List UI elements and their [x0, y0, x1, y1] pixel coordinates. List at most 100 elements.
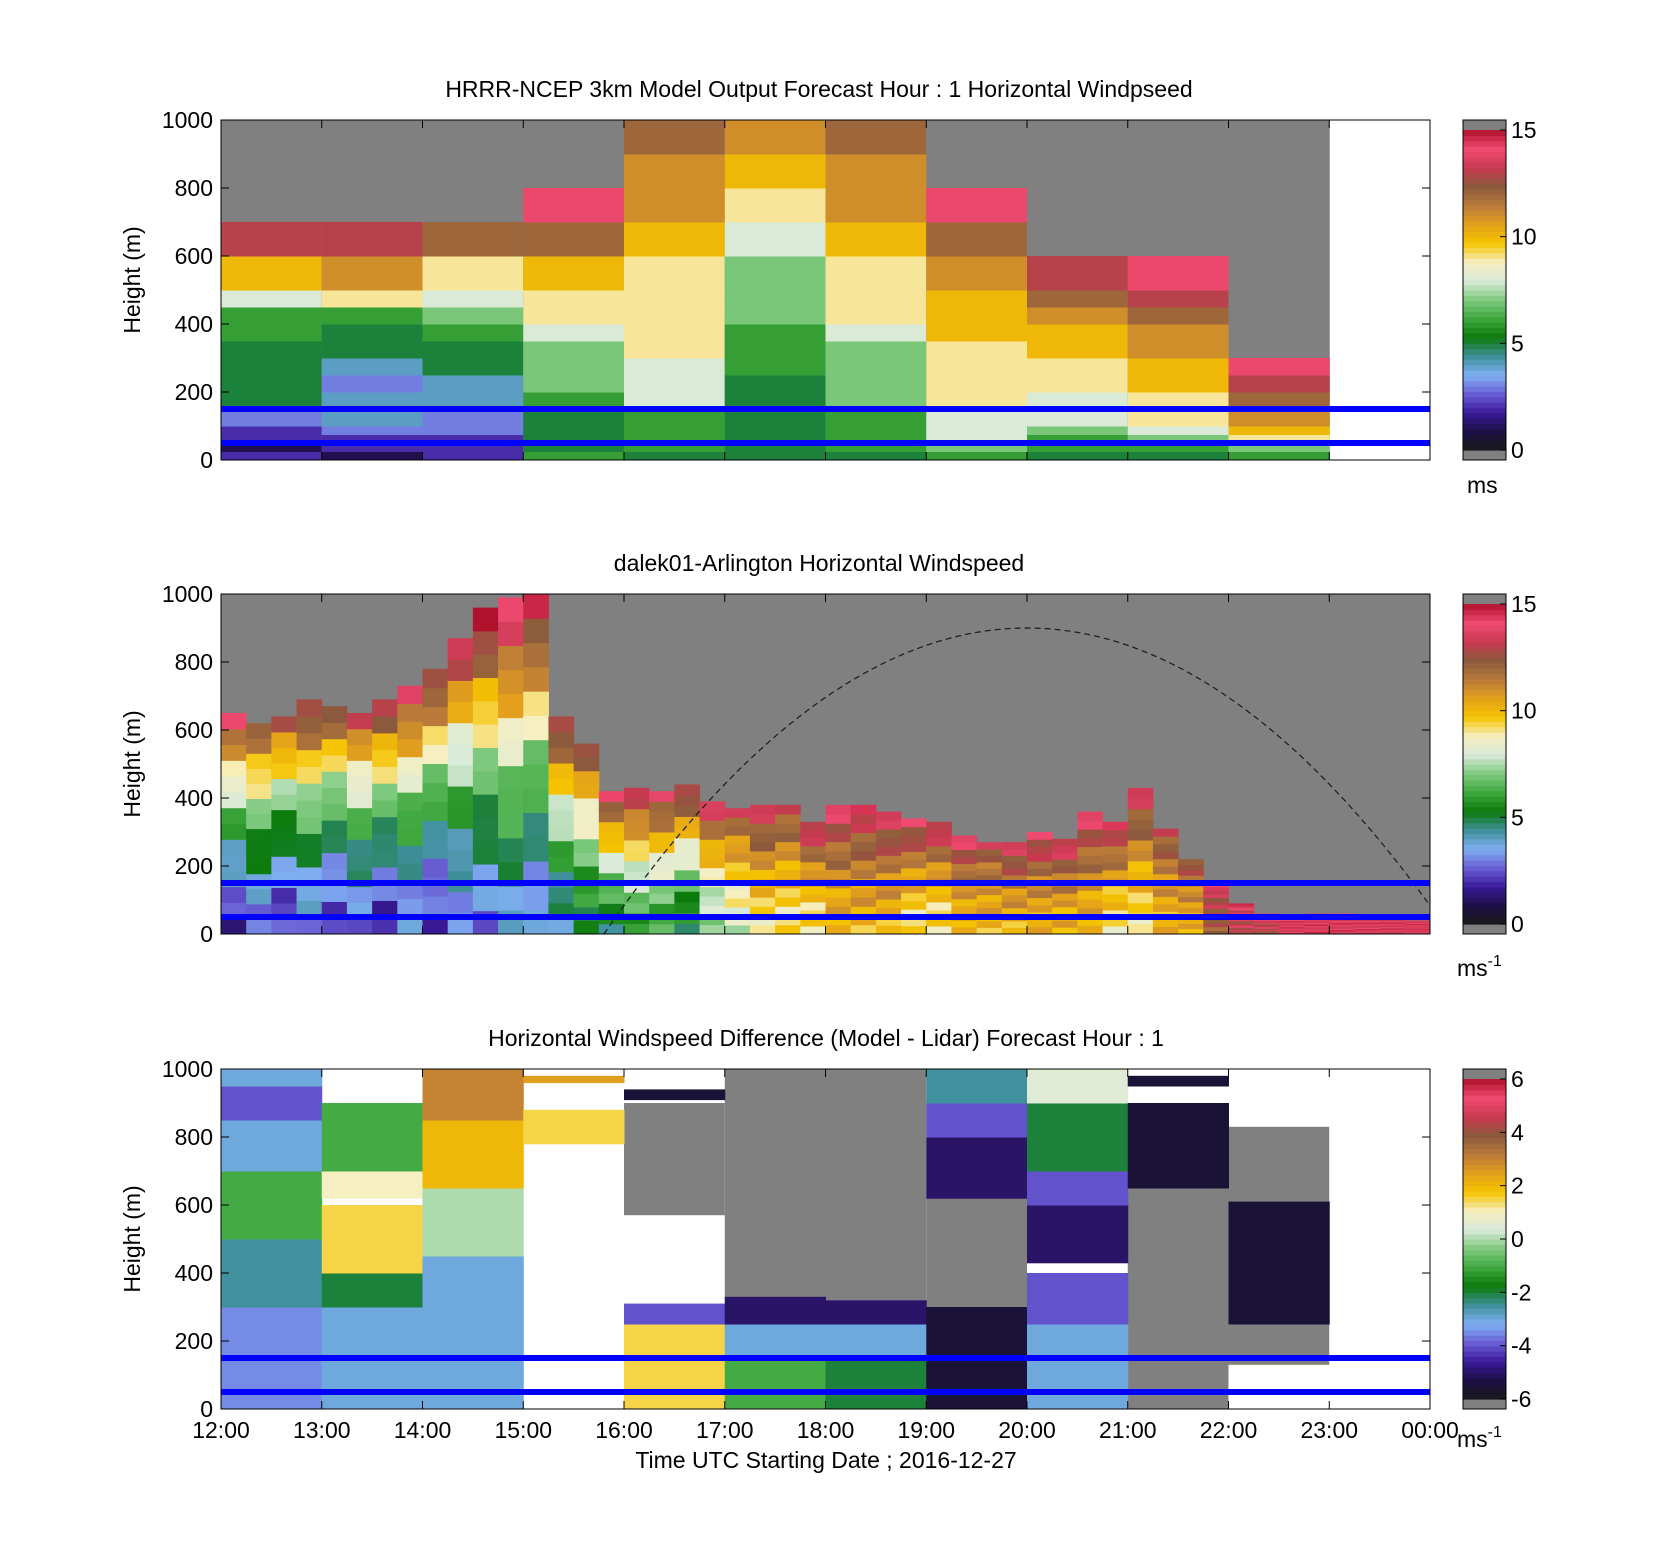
colorbar-swatch — [1463, 796, 1506, 802]
lidar-cell — [724, 844, 751, 854]
colorbar-swatch — [1463, 1313, 1506, 1320]
lidar-cell — [296, 732, 323, 751]
lidar-cell — [649, 903, 675, 915]
lidar-cell — [1178, 928, 1204, 935]
lidar-cell — [498, 717, 524, 743]
lidar-cell — [1228, 909, 1255, 913]
lidar-cell — [875, 925, 902, 935]
lidar-cell — [1203, 919, 1229, 924]
xtick-label: 14:00 — [394, 1417, 452, 1443]
model-cell — [221, 392, 323, 410]
lidar-cell — [397, 738, 423, 758]
lidar-cell — [1379, 920, 1406, 923]
colorbar-tick-label: 15 — [1511, 117, 1537, 143]
colorbar-swatch — [1463, 226, 1506, 232]
model-cell — [221, 451, 323, 461]
lidar-cell — [271, 731, 298, 748]
lidar-cell — [1152, 903, 1179, 912]
lidar-cell — [271, 778, 298, 795]
ytick-label: 200 — [175, 379, 213, 405]
colorbar-swatch — [1463, 311, 1506, 318]
colorbar-swatch — [1463, 1281, 1506, 1288]
model-cell — [523, 256, 625, 291]
xtick-label: 16:00 — [595, 1417, 653, 1443]
ytick-label: 600 — [175, 1192, 213, 1218]
lidar-cell — [296, 833, 323, 851]
lidar-cell — [1404, 923, 1431, 925]
lidar-cell — [825, 915, 852, 926]
lidar-cell — [699, 924, 726, 935]
lidar-cell — [901, 843, 927, 852]
colorbar-swatch — [1463, 769, 1506, 776]
colorbar-swatch — [1463, 876, 1506, 882]
lidar-cell — [296, 850, 323, 868]
colorbar-swatch — [1463, 710, 1506, 717]
lidar-cell — [724, 817, 751, 827]
lidar-cell — [447, 722, 474, 745]
lidar-cell — [1278, 926, 1305, 929]
lidar-cell — [951, 835, 978, 843]
colorbar-swatch — [1463, 204, 1506, 211]
colorbar-swatch — [1463, 1153, 1506, 1160]
lidar-cell — [372, 816, 398, 834]
model-cell — [825, 256, 927, 291]
lidar-cell — [1354, 928, 1381, 931]
model-cell — [1127, 392, 1229, 410]
lidar-cell — [1354, 929, 1381, 932]
lidar-cell — [1077, 820, 1104, 830]
model-cell — [1027, 434, 1129, 444]
colorbar-swatch — [1463, 636, 1506, 642]
lidar-cell — [926, 925, 952, 935]
model-cell — [724, 451, 826, 461]
colorbar-swatch — [1463, 1191, 1506, 1197]
model-cell — [523, 290, 625, 308]
lidar-cell — [674, 837, 701, 850]
lidar-cell — [246, 813, 272, 830]
model-cell — [321, 290, 423, 308]
lidar-cell — [1127, 871, 1154, 883]
xtick-label: 17:00 — [696, 1417, 754, 1443]
ytick-label: 600 — [175, 717, 213, 743]
lidar-cell — [498, 909, 524, 935]
lidar-cell — [1178, 907, 1204, 914]
diff-cell — [321, 1273, 423, 1308]
lidar-cell — [850, 915, 877, 926]
colorbar-swatch — [1463, 700, 1506, 706]
lidar-cell — [1304, 929, 1330, 932]
colorbar-swatch — [1463, 1265, 1506, 1272]
lidar-cell — [1404, 925, 1431, 927]
model-cell — [221, 434, 323, 444]
colorbar-swatch — [1463, 1143, 1506, 1149]
colorbar-swatch — [1463, 753, 1506, 760]
model-cell — [926, 256, 1028, 291]
colorbar-swatch — [1463, 673, 1506, 680]
panel-lidar-dashed-curve — [603, 627, 1431, 935]
figure-xlabel: Time UTC Starting Date ; 2016-12-27 — [635, 1447, 1016, 1473]
colorbar-tick-label: -4 — [1511, 1333, 1532, 1359]
lidar-cell — [1102, 845, 1129, 855]
model-cell — [221, 307, 323, 325]
model-cell — [1027, 426, 1129, 435]
lidar-cell — [1027, 868, 1053, 877]
lidar-cell — [1077, 846, 1104, 856]
ytick-label: 200 — [175, 853, 213, 879]
panel-model: HRRR-NCEP 3km Model Output Forecast Hour… — [119, 76, 1537, 498]
lidar-cell — [548, 763, 575, 780]
model-cell — [926, 392, 1028, 410]
model-cell — [724, 392, 826, 410]
colorbar-swatch — [1463, 1351, 1506, 1357]
lidar-cell — [548, 716, 575, 733]
lidar-cell — [296, 866, 323, 885]
model-cell — [624, 434, 726, 444]
colorbar-swatch — [1463, 1084, 1506, 1091]
colorbar-swatch — [1463, 396, 1506, 403]
colorbar-swatch — [1463, 439, 1506, 446]
lidar-cell — [976, 868, 1003, 876]
lidar-cell — [1329, 926, 1355, 929]
lidar-cell — [1152, 866, 1179, 875]
lidar-cell — [1404, 931, 1431, 933]
lidar-cell — [1027, 883, 1053, 891]
colorbar-swatch — [1463, 1164, 1506, 1171]
lidar-cell — [1102, 901, 1129, 911]
panel-diff-colorbar-unit-exp: -1 — [1488, 1424, 1502, 1441]
